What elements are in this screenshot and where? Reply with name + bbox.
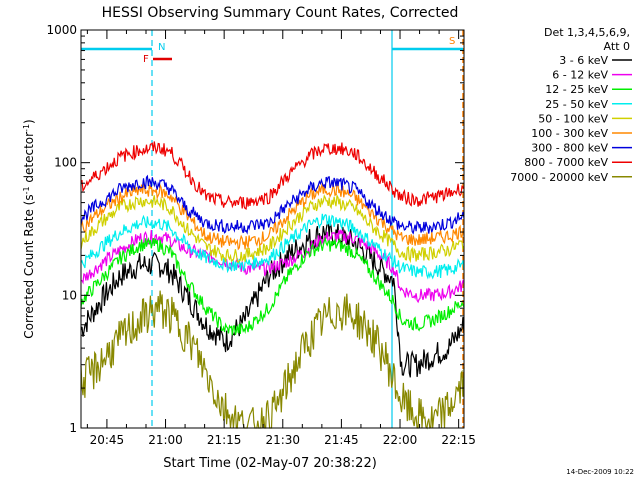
x-tick-label: 22:00	[383, 433, 418, 447]
n-flag-label: N	[158, 42, 165, 53]
series-layer	[80, 141, 465, 430]
x-tick-label: 22:15	[441, 433, 476, 447]
series-line	[80, 174, 465, 235]
date-stamp: 14-Dec-2009 10:22	[566, 468, 634, 476]
y-axis-label-main: Corrected Count Rate (s	[22, 194, 36, 338]
series-line	[80, 141, 465, 210]
chart-title: HESSI Observing Summary Count Rates, Cor…	[102, 5, 459, 21]
legend-entry-label: 25 - 50 keV	[545, 98, 608, 111]
series-line	[80, 290, 465, 430]
x-tick-label: 21:15	[207, 433, 242, 447]
legend-entry-label: 6 - 12 keV	[552, 69, 608, 82]
f-flag-label: F	[143, 54, 149, 65]
x-tick-label: 21:45	[324, 433, 359, 447]
series-line	[80, 236, 465, 336]
series-5	[80, 193, 465, 264]
y-axis-label-mid: detector	[22, 132, 36, 187]
legend-entry-label: 50 - 100 keV	[538, 112, 608, 125]
series-4	[80, 213, 465, 280]
y-tick-label: 1	[69, 421, 77, 435]
y-axis-label-sup2: -1	[22, 124, 31, 132]
plot-frame	[80, 29, 465, 429]
x-axis: 20:45 21:00 21:15 21:30 21:45 22:00 22:15	[86, 30, 476, 447]
series-line	[80, 182, 465, 251]
series-line	[80, 229, 465, 304]
series-line	[80, 220, 465, 378]
y-axis-label-sup: -1	[22, 186, 31, 194]
s-flag-label: S	[449, 36, 455, 47]
series-line	[80, 193, 465, 264]
series-line	[80, 213, 465, 280]
legend: Det 1,3,4,5,6,9, Att 0 3 - 6 keV 6 - 12 k…	[510, 26, 632, 184]
y-axis-label: Corrected Count Rate (s-1 detector-1)	[22, 119, 36, 338]
x-tick-label: 21:00	[148, 433, 183, 447]
y-tick-label: 10	[62, 288, 77, 302]
y-axis: 1 10 100 1000	[46, 23, 464, 435]
legend-header-line-2: Att 0	[604, 40, 630, 53]
legend-header-line-1: Det 1,3,4,5,6,9,	[544, 26, 630, 39]
x-axis-label: Start Time (02-May-07 20:38:22)	[163, 456, 377, 471]
legend-entry-label: 7000 - 20000 keV	[510, 171, 608, 184]
x-tick-label: 20:45	[90, 433, 125, 447]
x-tick-label: 21:30	[265, 433, 300, 447]
legend-entry-label: 100 - 300 keV	[531, 127, 608, 140]
legend-entry-label: 800 - 7000 keV	[524, 156, 608, 169]
series-8	[80, 141, 465, 210]
legend-entry-label: 12 - 25 keV	[545, 83, 608, 96]
series-1	[80, 220, 465, 378]
legend-entry-label: 300 - 800 keV	[531, 142, 608, 155]
y-axis-label-end: )	[22, 119, 36, 124]
series-3	[80, 236, 465, 336]
y-tick-label: 1000	[46, 23, 77, 37]
legend-entry-label: 3 - 6 keV	[559, 54, 608, 67]
y-tick-label: 100	[54, 156, 77, 170]
